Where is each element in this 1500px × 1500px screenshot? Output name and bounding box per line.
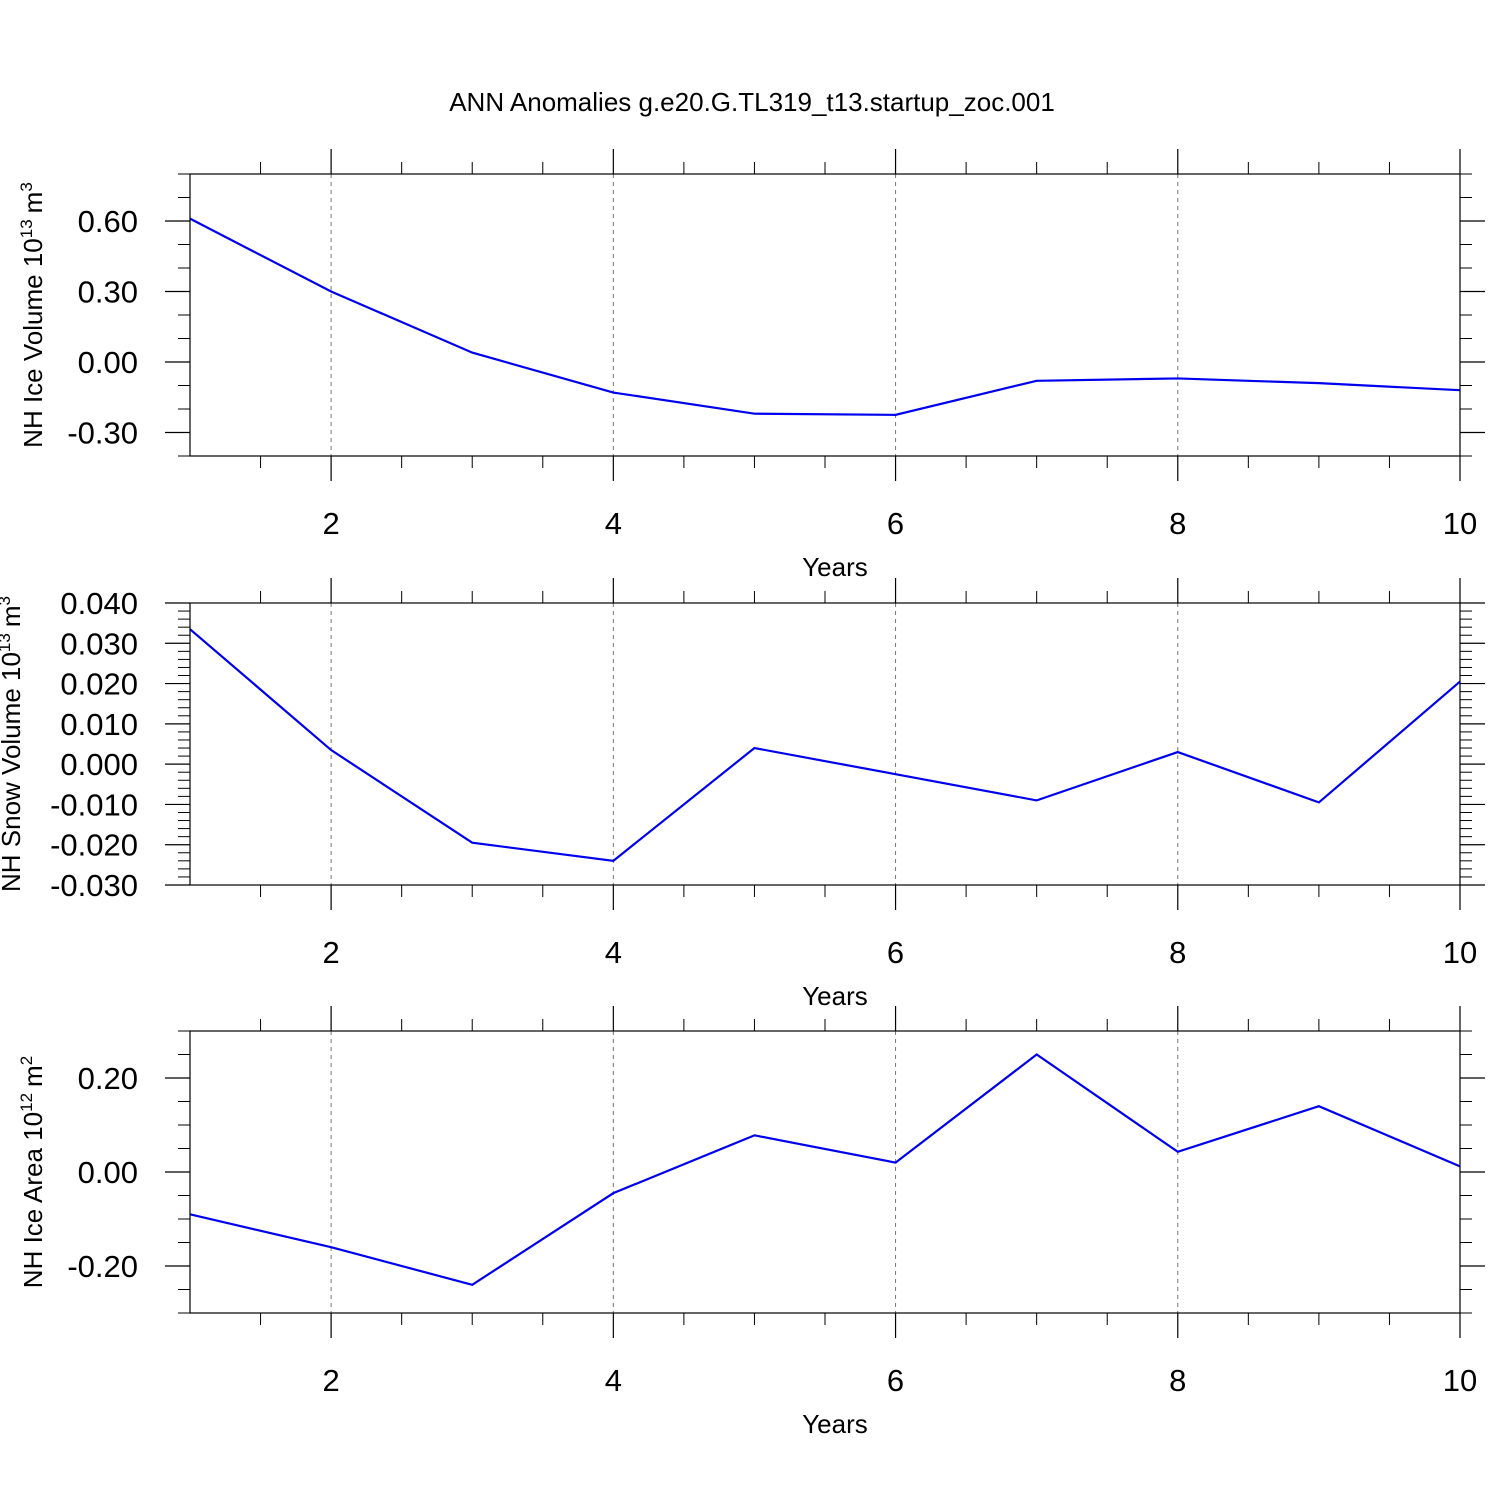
y-tick-label: 0.00: [78, 345, 138, 380]
x-axis-label: Years: [802, 552, 868, 582]
y-tick-label: -0.030: [50, 868, 138, 903]
x-axis-label: Years: [802, 1409, 868, 1439]
y-label-unit-exponent: 3: [0, 596, 14, 605]
series-line: [189, 1053, 1461, 1286]
y-label-unit: m: [18, 1065, 48, 1087]
panel-2: 2 4 6 8 10 -0.030 -0.020 -0.010 0.000 0.010 0.020 0…: [0, 578, 1485, 1011]
x-tick-label: 2: [322, 935, 339, 970]
y-tick-label: 0.30: [78, 275, 138, 310]
y-tick-label: -0.010: [50, 787, 138, 822]
y-tick-label: 0.020: [60, 667, 138, 702]
y-label-unit: m: [0, 605, 26, 627]
y-tick-label: 0.000: [60, 747, 138, 782]
x-tick-label: 10: [1443, 935, 1477, 970]
y-label-exponent: 12: [17, 1093, 36, 1112]
series-line: [189, 217, 1461, 416]
y-tick-label: 0.040: [60, 586, 138, 621]
x-axis-label: Years: [802, 981, 868, 1011]
y-tick-label: 0.00: [78, 1155, 138, 1190]
y-label-main: NH Ice Area 10: [18, 1112, 48, 1288]
y-tick-label: -0.30: [67, 416, 138, 451]
x-tick-label: 6: [887, 506, 904, 541]
y-tick-label: 0.60: [78, 204, 138, 239]
y-axis-label: NH Snow Volume 1013 m3: [0, 596, 26, 892]
y-axis-label: NH Ice Area 1012 m2: [17, 1056, 48, 1288]
y-tick-label: -0.20: [67, 1249, 138, 1284]
plot-frame: [189, 602, 1461, 886]
x-tick-label: 10: [1443, 1363, 1477, 1398]
y-tick-label: 0.20: [78, 1061, 138, 1096]
x-tick-label: 8: [1169, 506, 1186, 541]
plot-frame: [189, 1030, 1461, 1314]
y-tick-label: 0.030: [60, 626, 138, 661]
y-tick-label: -0.020: [50, 828, 138, 863]
y-axis-label: NH Ice Volume 1013 m3: [17, 182, 48, 448]
y-label-exponent: 13: [0, 633, 14, 652]
x-tick-label: 8: [1169, 1363, 1186, 1398]
y-label-unit: m: [18, 192, 48, 214]
y-label-exponent: 13: [17, 219, 36, 238]
x-tick-label: 6: [887, 935, 904, 970]
y-tick-label: 0.010: [60, 707, 138, 742]
panel-3: 2 4 6 8 10 -0.20 0.00 0.20 Years NH Ice Area 1012…: [17, 1006, 1485, 1439]
x-tick-label: 8: [1169, 935, 1186, 970]
x-tick-label: 4: [605, 506, 622, 541]
x-tick-label: 6: [887, 1363, 904, 1398]
series-line: [189, 628, 1461, 862]
x-tick-label: 4: [605, 935, 622, 970]
y-label-main: NH Ice Volume 10: [18, 238, 48, 448]
x-tick-label: 2: [322, 1363, 339, 1398]
y-label-main: NH Snow Volume 10: [0, 652, 26, 892]
figure-title: ANN Anomalies g.e20.G.TL319_t13.startup_…: [449, 87, 1055, 117]
y-label-unit-exponent: 3: [17, 182, 36, 191]
x-tick-label: 10: [1443, 506, 1477, 541]
panel-1: 2 4 6 8 10 -0.30 0.00 0.30 0.60 Years NH Ice Volum…: [17, 149, 1485, 582]
panels: 2 4 6 8 10 -0.30 0.00 0.30 0.60 Years NH Ice Volum…: [0, 149, 1485, 1439]
x-tick-label: 4: [605, 1363, 622, 1398]
x-tick-label: 2: [322, 506, 339, 541]
y-label-unit-exponent: 2: [17, 1056, 36, 1065]
